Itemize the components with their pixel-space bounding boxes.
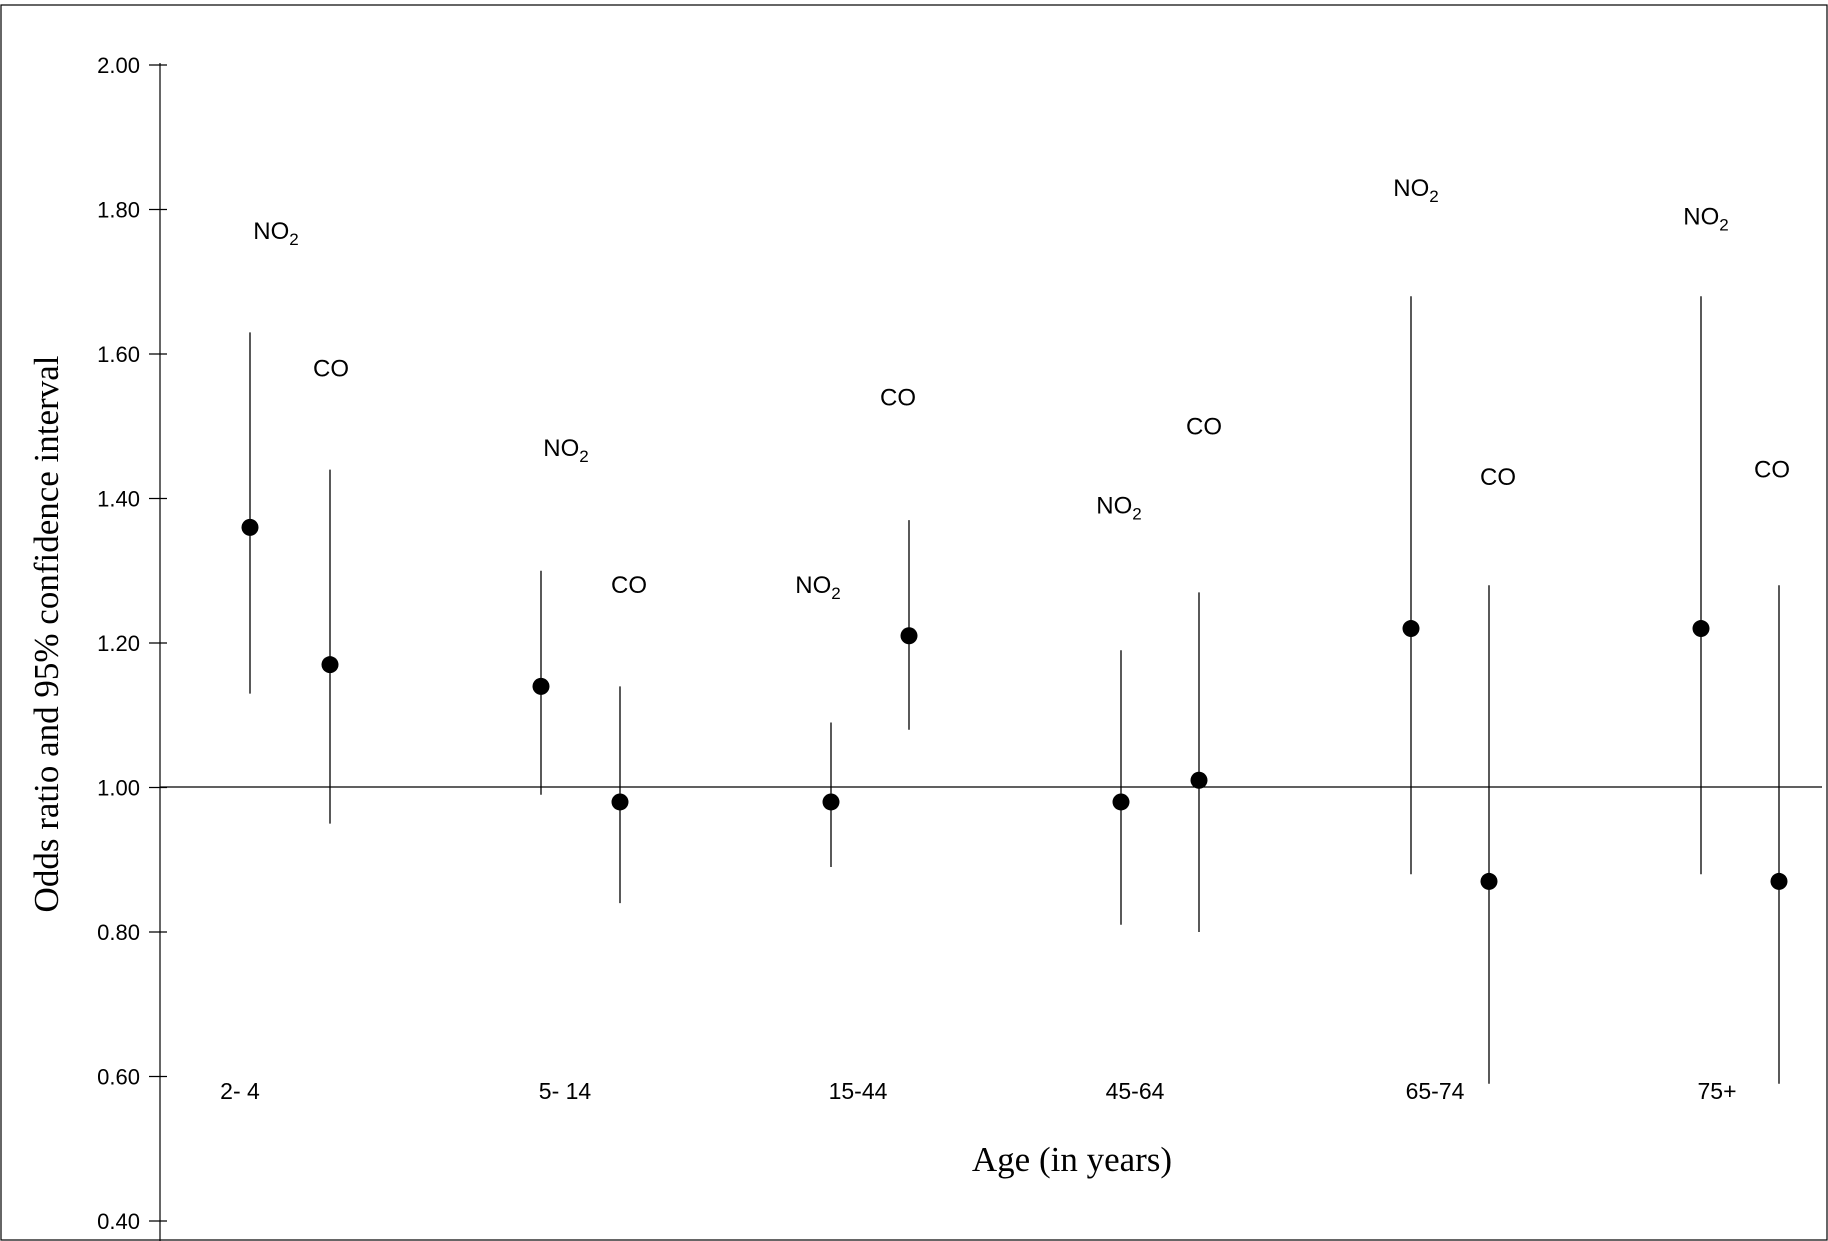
series-label: CO: [611, 572, 647, 599]
category-label: 75+: [1697, 1078, 1736, 1104]
y-tick-label: 2.00: [97, 53, 140, 78]
y-ticks: 0.40 0.60 0.80 1.00 1.20 1.40 1.60 1.80 2.00: [97, 53, 167, 1234]
category-label: 45-64: [1106, 1078, 1165, 1104]
series-label: CO: [1480, 464, 1516, 491]
y-tick-label: 0.40: [97, 1209, 140, 1234]
point-estimate: [611, 793, 629, 811]
category-label: 15-44: [829, 1078, 888, 1104]
series-label: CO: [1754, 457, 1790, 484]
y-tick-label: 0.80: [97, 920, 140, 945]
series-label: NO2: [543, 435, 588, 466]
chart-frame: [0, 4, 1828, 1241]
data-marks: [241, 296, 1788, 1084]
point-estimate: [900, 627, 918, 645]
point-estimate: [1480, 872, 1498, 890]
category-label: 2- 4: [220, 1078, 260, 1104]
series-label: CO: [880, 384, 916, 411]
point-estimate: [822, 793, 840, 811]
series-label: CO: [313, 355, 349, 382]
series-label: NO2: [1096, 493, 1141, 524]
series-label: CO: [1186, 413, 1222, 440]
point-estimate: [321, 656, 339, 674]
series-label: NO2: [795, 572, 840, 603]
y-tick-label: 1.20: [97, 631, 140, 656]
point-estimate: [1402, 620, 1420, 638]
point-estimate: [241, 518, 259, 536]
y-axis-title: Odds ratio and 95% confidence interval: [27, 355, 66, 912]
y-tick-label: 1.80: [97, 198, 140, 223]
series-label: NO2: [1393, 175, 1438, 206]
point-estimate: [1112, 793, 1130, 811]
y-tick-label: 1.60: [97, 342, 140, 367]
point-estimate: [1190, 771, 1208, 789]
y-tick-label: 1.40: [97, 487, 140, 512]
category-label: 65-74: [1406, 1078, 1465, 1104]
x-axis-title: Age (in years): [972, 1140, 1172, 1179]
y-tick-label: 1.00: [97, 776, 140, 801]
series-labels: NO2 NO2 NO2 NO2 NO2 NO2 CO CO CO CO CO CO: [253, 175, 1790, 603]
category-label: 5- 14: [539, 1078, 592, 1104]
point-estimate: [1692, 620, 1710, 638]
category-labels: 2- 4 5- 14 15-44 45-64 65-74 75+: [220, 1078, 1736, 1104]
series-label: NO2: [1683, 204, 1728, 235]
y-tick-label: 0.60: [97, 1065, 140, 1090]
point-estimate: [532, 677, 550, 695]
series-label: NO2: [253, 218, 298, 249]
point-estimate: [1770, 872, 1788, 890]
